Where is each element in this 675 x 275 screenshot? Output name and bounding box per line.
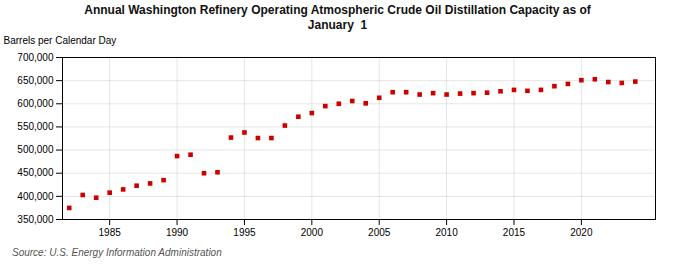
svg-text:650,000: 650,000 (17, 75, 54, 86)
svg-text:1990: 1990 (166, 227, 189, 238)
svg-text:1985: 1985 (99, 227, 122, 238)
svg-text:2010: 2010 (435, 227, 458, 238)
svg-text:500,000: 500,000 (17, 144, 54, 155)
html-text:Annual Washington Refinery Ope: Annual Washington Refinery Operating Atm… (84, 3, 591, 32)
svg-text:550,000: 550,000 (17, 121, 54, 132)
svg-text:450,000: 450,000 (17, 167, 54, 178)
svg-text:400,000: 400,000 (17, 191, 54, 202)
svg-text:1995: 1995 (233, 227, 256, 238)
svg-text:2005: 2005 (368, 227, 391, 238)
svg-text:700,000: 700,000 (17, 52, 54, 63)
svg-text:2015: 2015 (503, 227, 526, 238)
svg-text:600,000: 600,000 (17, 98, 54, 109)
svg-text:350,000: 350,000 (17, 214, 54, 225)
html-text:Source: U.S. Energy Informatio: Source: U.S. Energy Information Administ… (12, 247, 222, 258)
svg-text:2020: 2020 (570, 227, 593, 238)
svg-text:2000: 2000 (301, 227, 324, 238)
svg-text:Barrels per Calendar Day: Barrels per Calendar Day (4, 35, 117, 46)
